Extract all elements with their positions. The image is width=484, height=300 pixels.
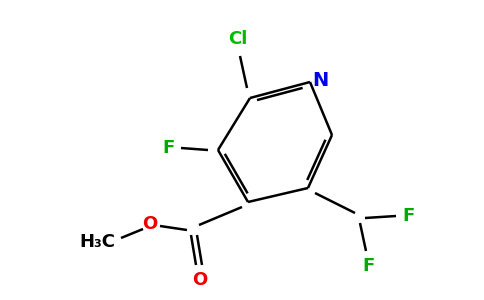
Text: H₃C: H₃C: [79, 233, 115, 251]
Text: F: F: [403, 207, 415, 225]
Text: F: F: [362, 257, 374, 275]
Text: O: O: [142, 215, 158, 233]
Text: Cl: Cl: [228, 30, 248, 48]
Text: F: F: [162, 139, 174, 157]
Text: N: N: [312, 70, 328, 89]
Text: O: O: [192, 271, 208, 289]
